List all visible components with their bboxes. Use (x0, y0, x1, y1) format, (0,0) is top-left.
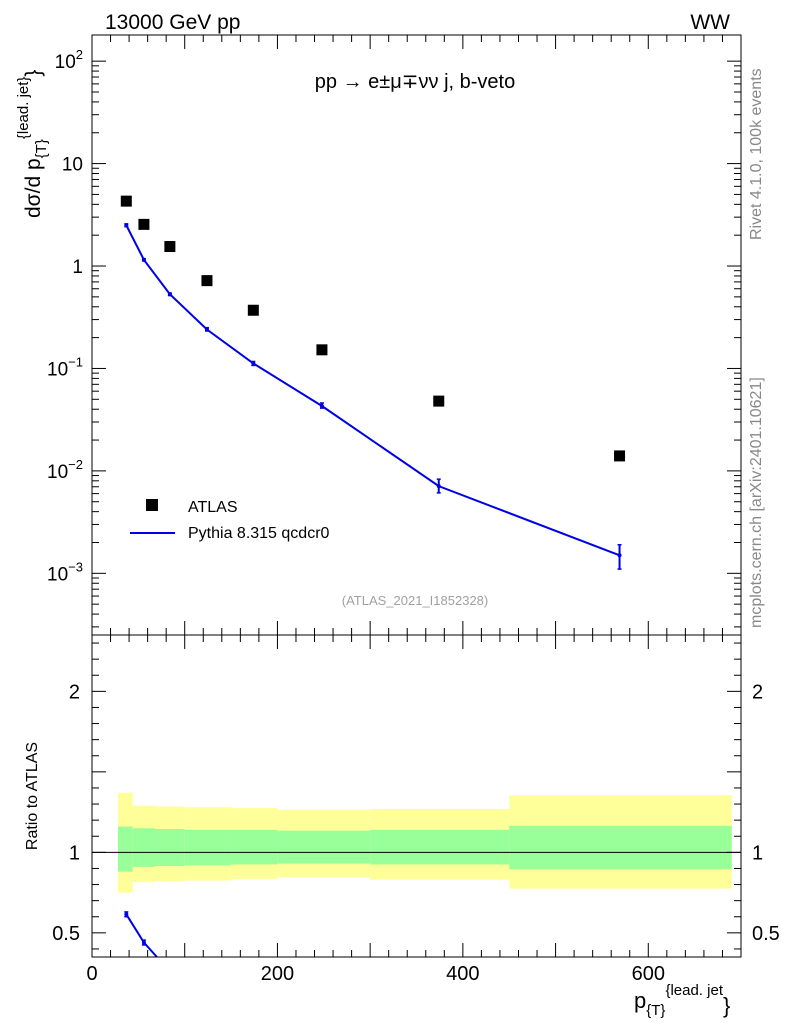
x-tick-labels: 0 200 400 600 (86, 963, 665, 985)
main-y-tick-label: 10−2 (47, 457, 83, 483)
main-y-tick-label-base: 10 (55, 52, 76, 73)
ratio-panel: 2 2 1 1 0.5 0.5 0 200 400 600 Ratio to ATLAS p{T… (24, 634, 780, 1019)
main-y-axis-label: dσ/d p{T}{lead. jet}} (15, 70, 50, 218)
analysis-label: (ATLAS_2021_I1852328) (342, 593, 488, 608)
main-y-tick-label-exp: −2 (68, 457, 83, 472)
x-tick-label: 400 (446, 963, 479, 985)
ratio-point (124, 912, 129, 917)
ratio-inner-band (277, 830, 371, 864)
x-tick-label: 0 (86, 963, 97, 985)
main-y-axis-label-sub: {T} (33, 139, 50, 158)
main-y-tick-label-base: 10 (62, 155, 83, 176)
legend-atlas-label: ATLAS (188, 499, 238, 516)
x-axis-label-base: p (634, 988, 646, 1013)
x-tick-label: 600 (632, 963, 665, 985)
atlas-point (316, 344, 328, 356)
atlas-point (120, 195, 132, 207)
main-y-axis-label-sup: {lead. jet} (15, 77, 32, 140)
main-y-tick-label: 10−1 (47, 354, 83, 380)
x-axis-label-close: } (723, 993, 730, 1018)
main-y-tick-label: 1 (72, 257, 83, 278)
x-axis-label: p{T}{lead. jet} (634, 982, 730, 1019)
main-y-tick-label-exp: −1 (68, 354, 83, 369)
atlas-point (138, 218, 150, 230)
main-y-tick-label-base: 10 (47, 462, 68, 483)
main-y-tick-label: 10 (62, 155, 83, 176)
main-plot-frame (91, 34, 742, 636)
main-y-tick-label-base: 10 (47, 564, 68, 585)
ratio-inner-band (155, 829, 185, 867)
pythia-point (124, 223, 129, 228)
main-y-tick-label: 102 (55, 47, 83, 73)
main-y-tick-label-base: 10 (47, 359, 68, 380)
ratio-series (124, 911, 158, 958)
ratio-y-tick-label: 1 (69, 842, 80, 864)
ratio-y-tick-label-right: 2 (752, 681, 763, 703)
main-y-axis-label-base: dσ/d p (22, 158, 45, 218)
ratio-series-line (125, 913, 158, 958)
ratio-inner-band (370, 829, 510, 865)
atlas-point (614, 450, 626, 462)
main-y-tick-label: 10−3 (47, 559, 83, 585)
main-y-tick-label-exp: 2 (76, 47, 83, 62)
pythia-series-line (125, 224, 620, 557)
main-y-tick-label-exp: −3 (68, 559, 83, 574)
pythia-point (167, 292, 172, 297)
rivet-version-label: Rivet 4.1.0, 100k events (748, 68, 765, 240)
main-y-axis-label-close: } (22, 70, 45, 77)
ratio-point (141, 940, 146, 945)
pythia-point (436, 484, 441, 489)
process-title: pp → e±μ∓νν j, b-veto (315, 71, 515, 93)
main-series (120, 195, 626, 570)
ratio-inner-band (231, 829, 278, 865)
ratio-y-tick-label-right: 1 (752, 842, 763, 864)
pythia-point (319, 404, 324, 409)
ratio-y-tick-label: 0.5 (52, 923, 80, 945)
legend-pythia-label: Pythia 8.315 qcdcr0 (188, 525, 330, 542)
pythia-point (251, 361, 256, 366)
mcplots-label: mcplots.cern.ch [arXiv:2401.10621] (748, 377, 765, 628)
atlas-point (164, 241, 176, 253)
ratio-y-tick-label-right: 0.5 (752, 923, 780, 945)
main-ticks (91, 35, 742, 635)
ratio-ticks (91, 635, 742, 957)
legend-atlas-marker (146, 499, 158, 511)
pythia-point (141, 257, 146, 262)
main-y-tick-label-base: 1 (72, 257, 83, 278)
process-tag: WW (690, 11, 730, 34)
x-axis-label-sup: {lead. jet (665, 982, 723, 999)
ratio-inner-band (117, 826, 133, 872)
ratio-y-axis-label: Ratio to ATLAS (24, 742, 41, 850)
ratio-inner-band (509, 825, 732, 870)
pythia-point (617, 553, 622, 558)
ratio-y-tick-label: 2 (69, 681, 80, 703)
x-tick-label: 200 (261, 963, 294, 985)
ratio-inner-band (184, 829, 232, 866)
pythia-point (204, 327, 209, 332)
ratio-inner-band (132, 828, 156, 867)
legend: ATLAS Pythia 8.315 qcdcr0 (130, 499, 330, 542)
atlas-point (433, 395, 445, 407)
ratio-uncertainty-bands (117, 792, 732, 893)
atlas-point (247, 304, 259, 316)
ratio-plot-frame (91, 634, 742, 958)
ratio-y-tick-labels: 2 2 1 1 0.5 0.5 (52, 681, 780, 945)
x-axis-label-sub: {T} (646, 1002, 665, 1019)
atlas-point (201, 275, 213, 287)
energy-label: 13000 GeV pp (105, 11, 240, 34)
